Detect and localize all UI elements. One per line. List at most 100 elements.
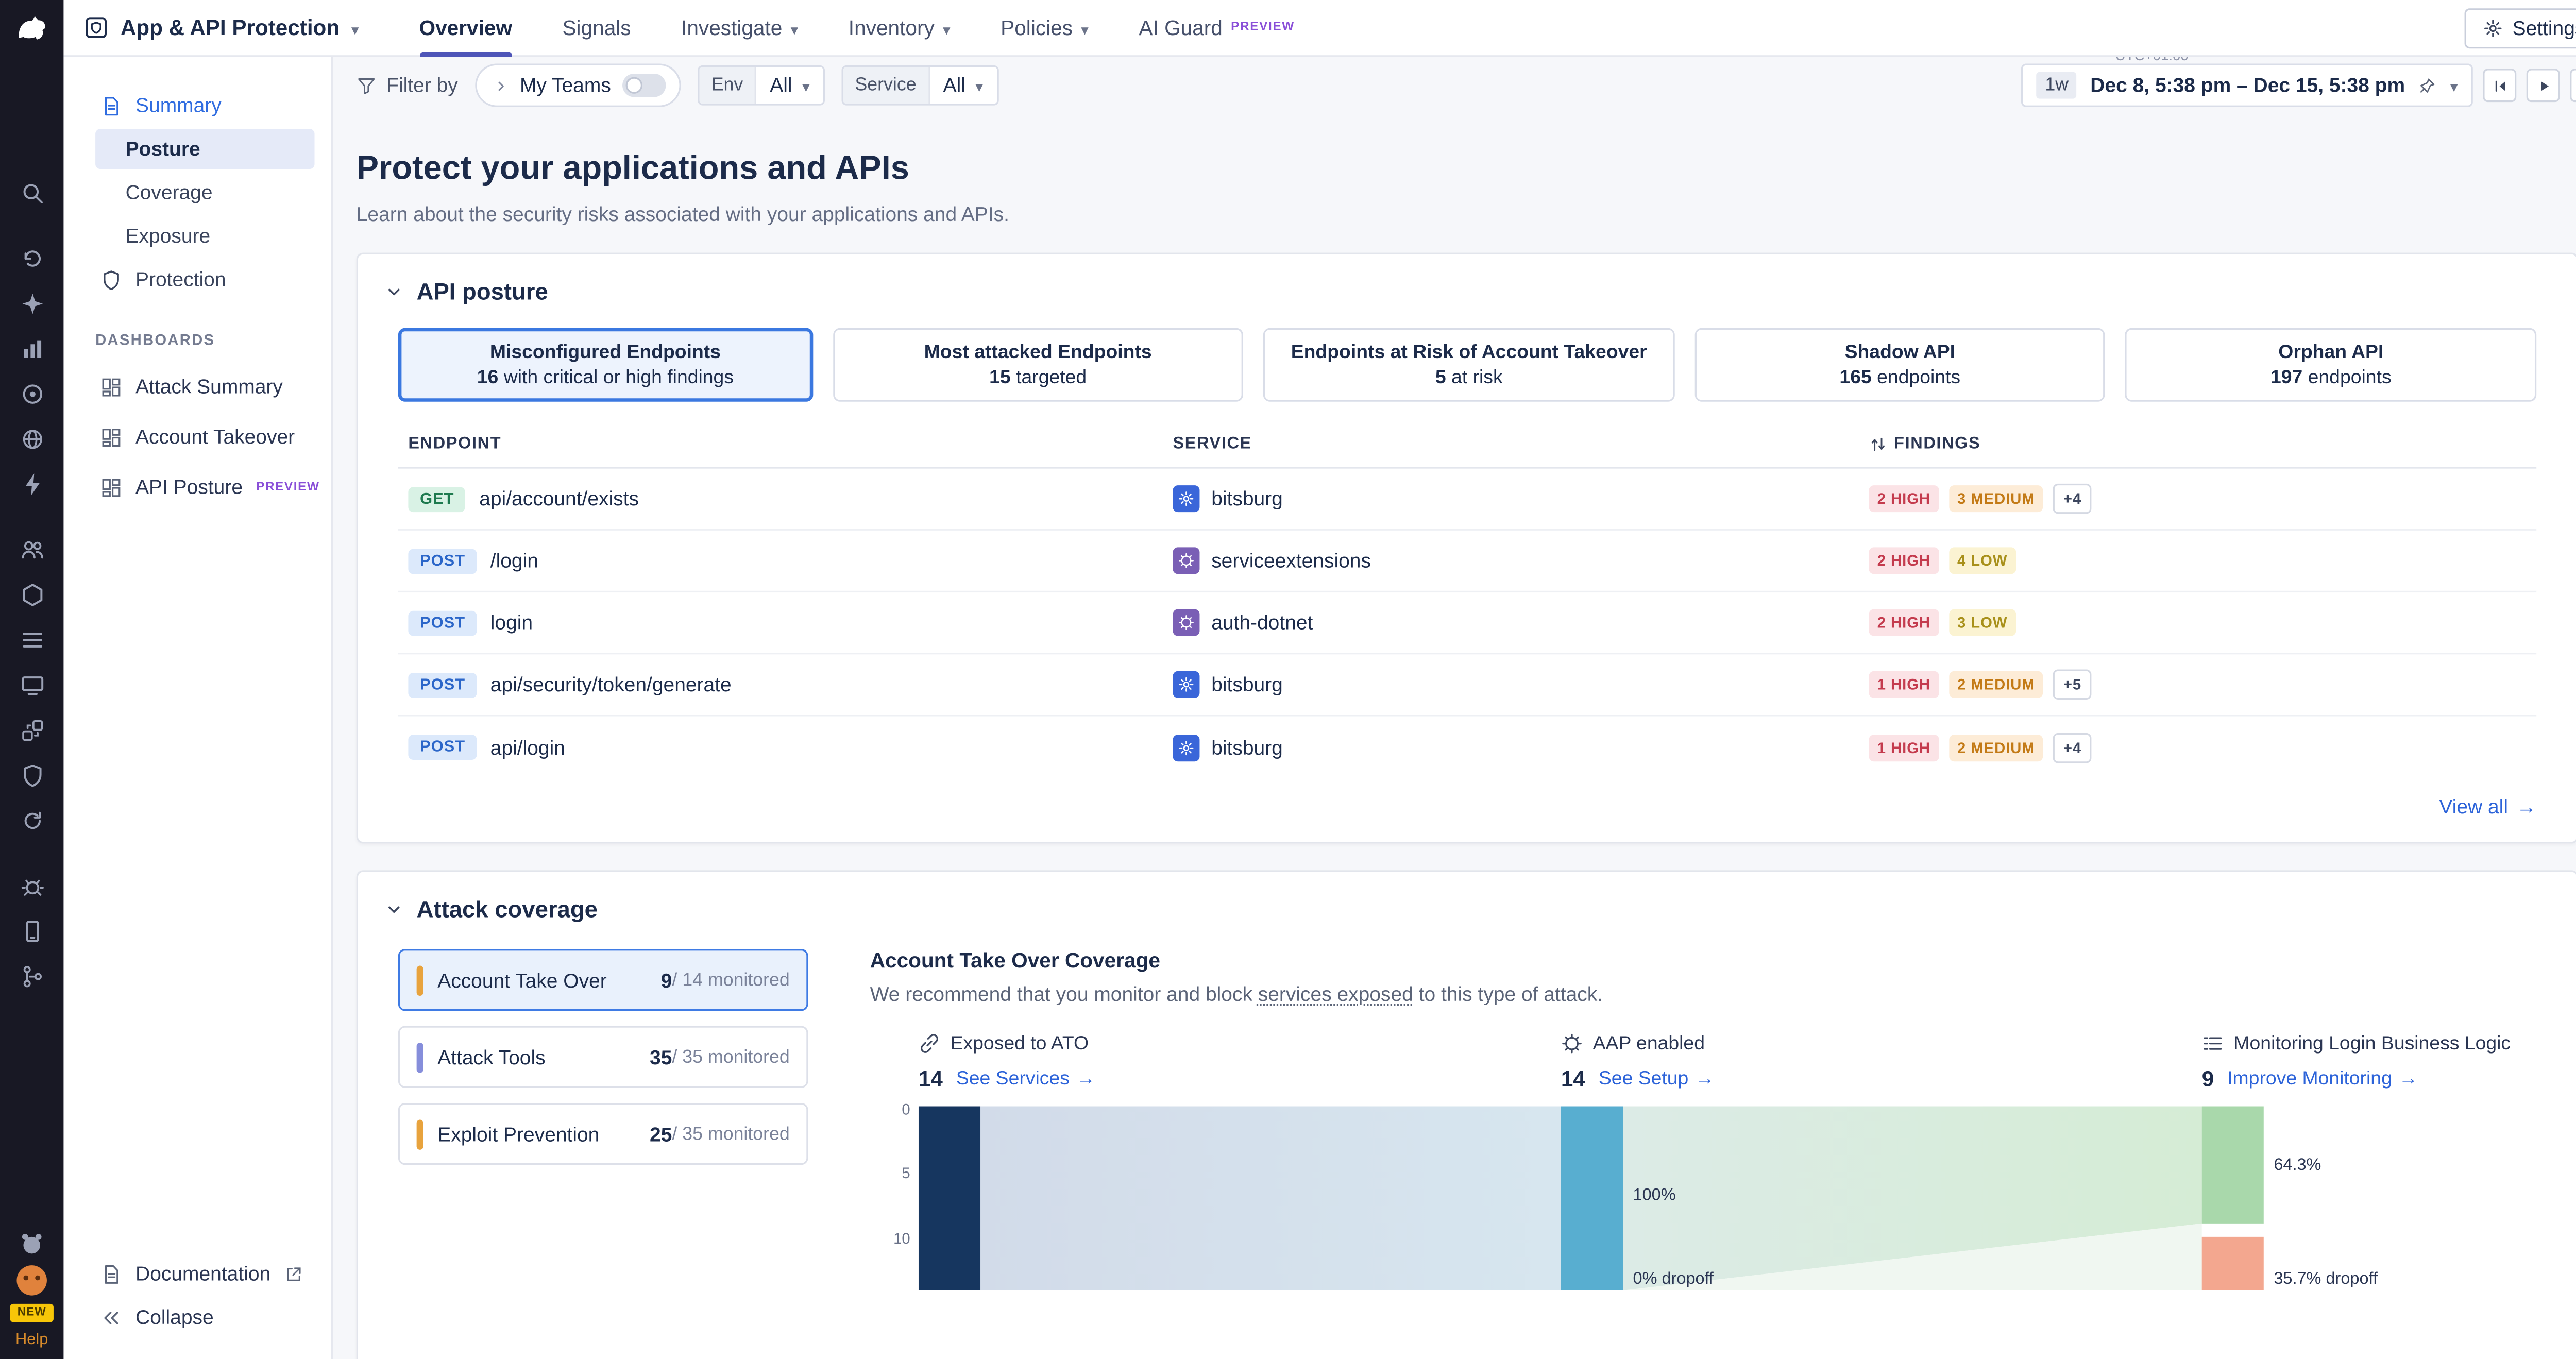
user-avatar[interactable] <box>16 1265 47 1296</box>
sidebar-item-summary[interactable]: Summary <box>63 83 331 127</box>
metrics-icon[interactable] <box>0 371 63 417</box>
service-link[interactable]: auth-dotnet <box>1173 609 1869 636</box>
logs-icon[interactable] <box>0 618 63 663</box>
time-forward-button[interactable] <box>2570 69 2576 103</box>
my-teams-filter[interactable]: My Teams <box>474 63 682 107</box>
card-shadow-api[interactable]: Shadow API 165 endpoints <box>1694 328 2106 402</box>
attack-coverage-section-header[interactable]: Attack coverage <box>358 872 2576 922</box>
time-range-picker[interactable]: 1w Dec 8, 5:38 pm – Dec 15, 5:38 pm <box>2021 63 2473 107</box>
card-most-attacked-endpoints[interactable]: Most attacked Endpoints 15 targeted <box>832 328 1244 402</box>
history-icon[interactable] <box>0 236 63 281</box>
tab-investigate[interactable]: Investigate <box>681 0 798 56</box>
sidebar-item-protection[interactable]: Protection <box>63 258 331 301</box>
severity-badge[interactable]: 1 HIGH <box>1869 734 1939 761</box>
severity-badge[interactable]: 3 LOW <box>1948 609 2016 636</box>
tab-signals[interactable]: Signals <box>562 15 631 40</box>
service-link[interactable]: bitsburg <box>1173 671 1869 698</box>
coverage-item-account-take-over[interactable]: Account Take Over 9 / 14 monitored <box>398 949 808 1011</box>
integrations-icon[interactable] <box>0 708 63 753</box>
tab-policies[interactable]: Policies <box>1001 0 1089 56</box>
workflows-icon[interactable] <box>0 954 63 999</box>
endpoint-path: api/security/token/generate <box>490 673 732 697</box>
infrastructure-icon[interactable] <box>0 572 63 618</box>
tab-ai-guard[interactable]: AI Guard PREVIEW <box>1139 15 1295 40</box>
watchdog-icon[interactable] <box>0 462 63 507</box>
severity-badge[interactable]: 2 HIGH <box>1869 609 1939 636</box>
sidebar-item-coverage[interactable]: Coverage <box>125 180 213 205</box>
see-services-link[interactable]: See Services <box>956 1068 1095 1089</box>
funnel-bar-dropoff[interactable] <box>2201 1236 2264 1290</box>
table-row[interactable]: POST api/login bitsburg 1 HIGH 2 MEDIUM … <box>398 716 2536 778</box>
services-exposed-term[interactable]: services exposed <box>1258 982 1413 1006</box>
service-select[interactable]: Service All <box>841 65 998 106</box>
col-findings[interactable]: FINDINGS <box>1869 435 2536 453</box>
funnel-bar-monitoring[interactable] <box>2201 1106 2264 1224</box>
ci-cd-icon[interactable] <box>0 799 63 844</box>
table-row[interactable]: GET api/account/exists bitsburg 2 HIGH 3… <box>398 469 2537 531</box>
coverage-item-attack-tools[interactable]: Attack Tools 35 / 35 monitored <box>398 1026 808 1088</box>
dashboards-icon[interactable] <box>0 327 63 372</box>
col-endpoint[interactable]: ENDPOINT <box>408 435 502 454</box>
bits-ai-icon[interactable] <box>0 281 63 327</box>
sidebar-item-posture[interactable]: Posture <box>95 129 315 169</box>
pin-icon[interactable] <box>2418 76 2437 95</box>
settings-button[interactable]: Settings <box>2464 7 2576 48</box>
more-findings-badge[interactable]: +4 <box>2053 732 2092 762</box>
security-icon[interactable] <box>0 753 63 799</box>
sidebar-item-attack-summary[interactable]: Attack Summary <box>63 362 331 412</box>
range-shortcut[interactable]: 1w <box>2037 72 2077 99</box>
service-link[interactable]: bitsburg <box>1173 485 1869 513</box>
severity-badge[interactable]: 4 LOW <box>1948 547 2016 574</box>
table-row[interactable]: POST api/security/token/generate bitsbur… <box>398 654 2537 717</box>
sidebar-item-account-takeover[interactable]: Account Takeover <box>63 412 331 462</box>
api-posture-section-header[interactable]: API posture <box>358 254 2576 304</box>
teddy-bear-icon[interactable] <box>19 1230 45 1257</box>
service-link[interactable]: serviceextensions <box>1173 547 1869 574</box>
severity-badge[interactable]: 2 HIGH <box>1869 485 1939 513</box>
coverage-item-exploit-prevention[interactable]: Exploit Prevention 25 / 35 monitored <box>398 1102 808 1165</box>
card-misconfigured-endpoints[interactable]: Misconfigured Endpoints 16 with critical… <box>398 328 812 402</box>
error-tracking-icon[interactable] <box>0 863 63 909</box>
synthetics-icon[interactable] <box>0 909 63 954</box>
chevron-right-icon <box>493 78 508 93</box>
view-all-link[interactable]: View all <box>358 778 2576 842</box>
funnel-bar-exposed[interactable] <box>918 1106 981 1290</box>
help-link[interactable]: Help <box>15 1330 48 1349</box>
see-setup-link[interactable]: See Setup <box>1599 1068 1715 1089</box>
my-teams-toggle[interactable] <box>622 73 667 97</box>
severity-badge[interactable]: 1 HIGH <box>1869 671 1939 698</box>
endpoint-path: api/account/exists <box>479 487 639 511</box>
service-icon <box>1173 609 1200 636</box>
apm-icon[interactable] <box>0 417 63 462</box>
datadog-logo[interactable] <box>12 10 52 50</box>
service-catalog-icon[interactable] <box>0 527 63 572</box>
more-findings-badge[interactable]: +5 <box>2053 669 2092 700</box>
table-header: ENDPOINT SERVICE FINDINGS <box>398 425 2537 469</box>
search-icon[interactable] <box>0 171 63 216</box>
severity-badge[interactable]: 2 MEDIUM <box>1948 734 2043 761</box>
severity-badge[interactable]: 3 MEDIUM <box>1948 485 2043 513</box>
service-link[interactable]: bitsburg <box>1173 734 1869 761</box>
tab-inventory[interactable]: Inventory <box>849 0 951 56</box>
tab-overview[interactable]: Overview <box>419 0 512 56</box>
env-select[interactable]: Env All <box>698 65 825 106</box>
time-play-button[interactable] <box>2526 69 2560 103</box>
sidebar-item-api-posture[interactable]: API Posture PREVIEW <box>63 462 331 512</box>
severity-badge[interactable]: 2 MEDIUM <box>1948 671 2043 698</box>
table-row[interactable]: POST /login serviceextensions 2 HIGH 4 L… <box>398 531 2537 593</box>
card-orphan-api[interactable]: Orphan API 197 endpoints <box>2125 328 2537 402</box>
sidebar-item-exposure[interactable]: Exposure <box>125 224 211 248</box>
more-findings-badge[interactable]: +4 <box>2053 483 2092 514</box>
chevron-down-icon <box>802 74 810 97</box>
funnel-bar-aap-enabled[interactable] <box>1561 1106 1623 1290</box>
time-back-button[interactable] <box>2483 69 2517 103</box>
severity-badge[interactable]: 2 HIGH <box>1869 547 1939 574</box>
app-switcher[interactable]: App & API Protection <box>83 15 359 40</box>
collapse-sidebar-button[interactable]: Collapse <box>63 1296 331 1339</box>
monitors-icon[interactable] <box>0 663 63 708</box>
table-row[interactable]: POST login auth-dotnet 2 HIGH 3 LOW <box>398 592 2537 655</box>
improve-monitoring-link[interactable]: Improve Monitoring <box>2227 1068 2418 1089</box>
documentation-link[interactable]: Documentation <box>63 1252 331 1295</box>
card-endpoints-at-risk-ato[interactable]: Endpoints at Risk of Account Takeover 5 … <box>1263 328 1675 402</box>
col-service[interactable]: SERVICE <box>1173 435 1252 454</box>
